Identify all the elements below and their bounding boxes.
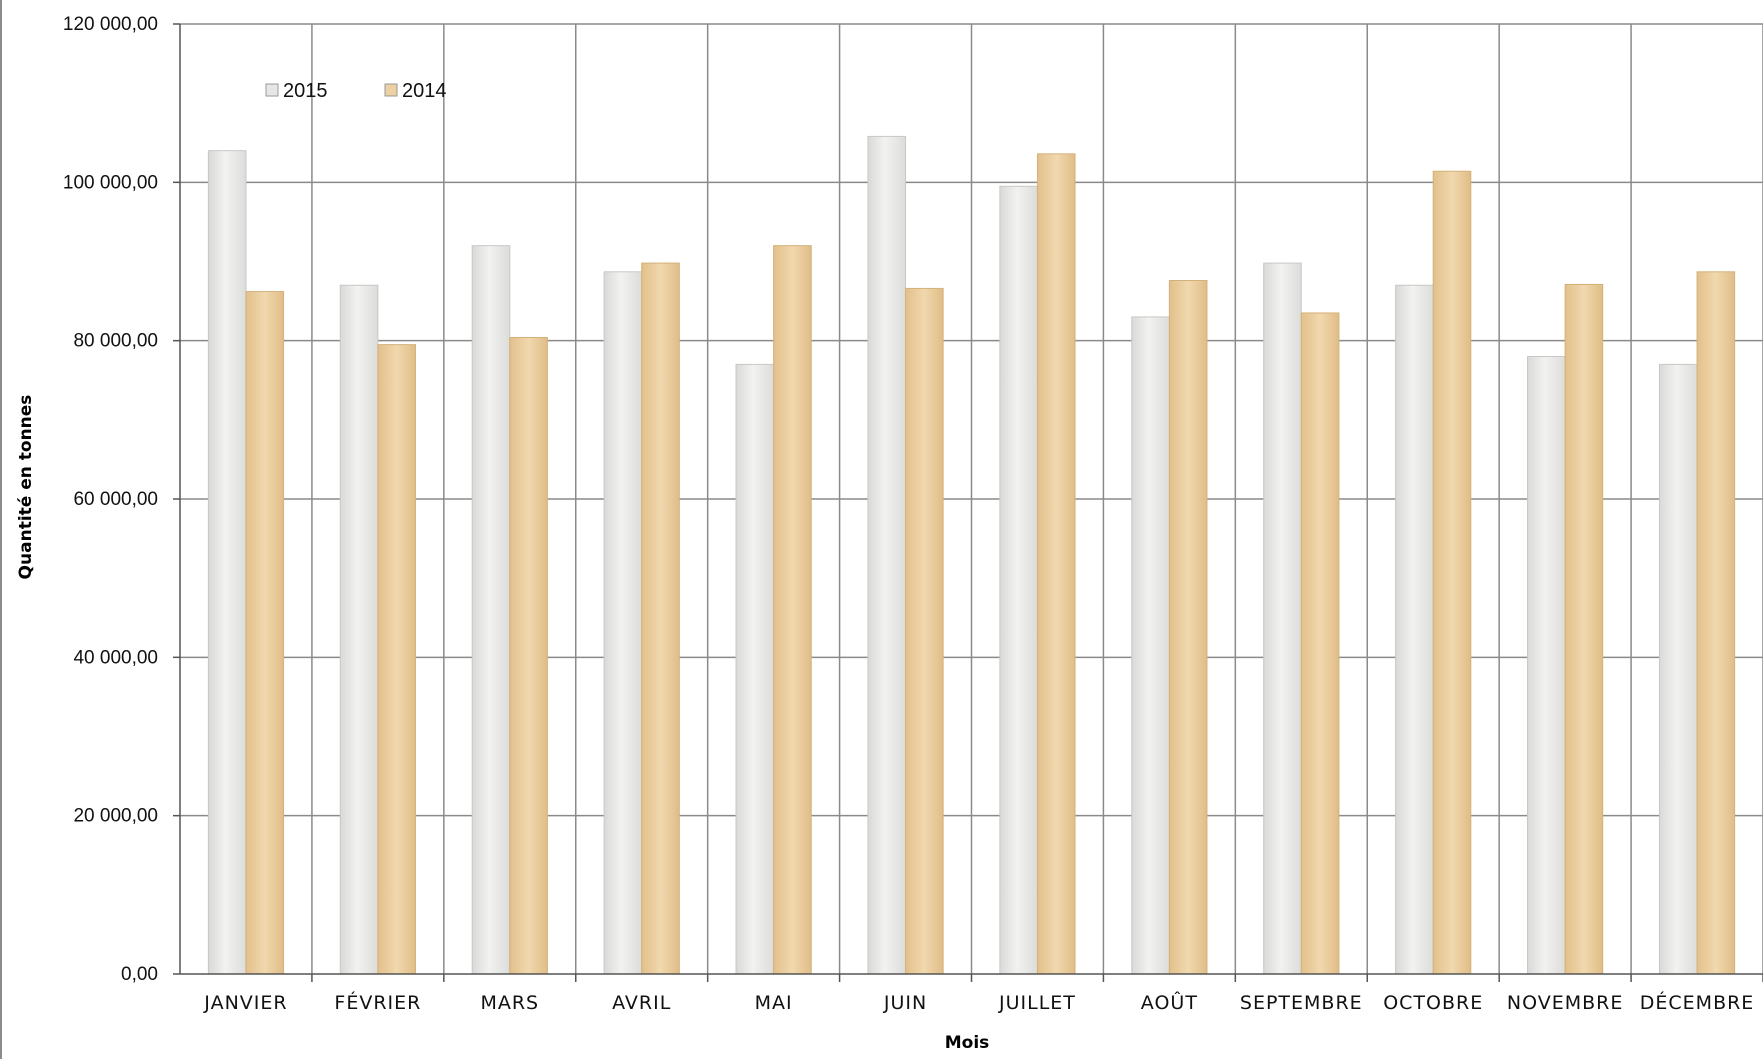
y-tick-label: 60 000,00	[73, 489, 158, 510]
x-tick-label: AOÛT	[1141, 990, 1198, 1014]
bar-2015-avril	[603, 271, 643, 975]
bar-2015-août	[1131, 316, 1170, 975]
bar-2015-novembre	[1527, 356, 1566, 975]
bar-2014-mai	[773, 245, 812, 975]
bar-2014-octobre	[1432, 170, 1472, 975]
y-tick-label: 100 000,00	[63, 172, 158, 193]
bar-2014-mars	[509, 337, 548, 975]
bar-2014-août	[1168, 280, 1208, 975]
legend-label-2015: 2015	[283, 80, 328, 102]
x-tick-label: JANVIER	[203, 992, 287, 1014]
x-axis-title: Mois	[945, 1033, 990, 1053]
legend-label-2014: 2014	[402, 80, 447, 102]
bar-2014-janvier	[245, 291, 285, 975]
bar-2014-avril	[641, 262, 680, 975]
bar-2015-juillet	[999, 185, 1038, 975]
x-tick-label: NOVEMBRE	[1507, 992, 1623, 1014]
x-tick-label: FÉVRIER	[334, 991, 421, 1014]
x-tick-label: OCTOBRE	[1383, 992, 1483, 1014]
x-tick-label: DÉCEMBRE	[1640, 991, 1755, 1014]
bar-2014-février	[377, 344, 416, 975]
bar-2015-février	[339, 284, 379, 975]
bar-2014-juin	[905, 287, 944, 975]
x-tick-label: MARS	[480, 992, 539, 1014]
legend-swatch-2015	[265, 83, 279, 97]
bar-2015-septembre	[1263, 262, 1302, 975]
bar-2015-octobre	[1395, 284, 1434, 975]
legend-swatch-2014	[384, 83, 398, 97]
bar-2014-juillet	[1036, 153, 1076, 975]
bar-2015-décembre	[1658, 363, 1698, 975]
x-tick-label: MAI	[755, 992, 793, 1014]
bar-2014-septembre	[1300, 312, 1340, 975]
y-tick-label: 20 000,00	[73, 806, 158, 827]
x-tick-label: AVRIL	[612, 992, 671, 1014]
bar-2015-mai	[735, 363, 775, 975]
bar-2014-décembre	[1696, 271, 1736, 975]
bar-2015-juin	[867, 135, 907, 975]
bar-2015-mars	[471, 245, 511, 975]
x-tick-label: JUIN	[883, 992, 927, 1014]
bar-2015-janvier	[207, 150, 247, 975]
legend: 2015 2014	[265, 80, 447, 102]
bars	[207, 135, 1736, 975]
axes	[173, 23, 1763, 982]
y-tick-label: 0,00	[121, 964, 158, 985]
tick-labels: 0,00 20 000,00 40 000,00 60 000,00 80 000,00…	[63, 14, 1755, 1014]
y-axis-title: Quantité en tonnes	[16, 395, 36, 580]
bar-2014-novembre	[1564, 283, 1604, 975]
x-tick-label: SEPTEMBRE	[1240, 992, 1363, 1014]
y-tick-label: 80 000,00	[73, 331, 158, 352]
gridlines	[180, 23, 1763, 974]
x-tick-label: JUILLET	[998, 992, 1076, 1014]
y-tick-label: 120 000,00	[63, 14, 158, 35]
y-tick-label: 40 000,00	[73, 647, 158, 668]
